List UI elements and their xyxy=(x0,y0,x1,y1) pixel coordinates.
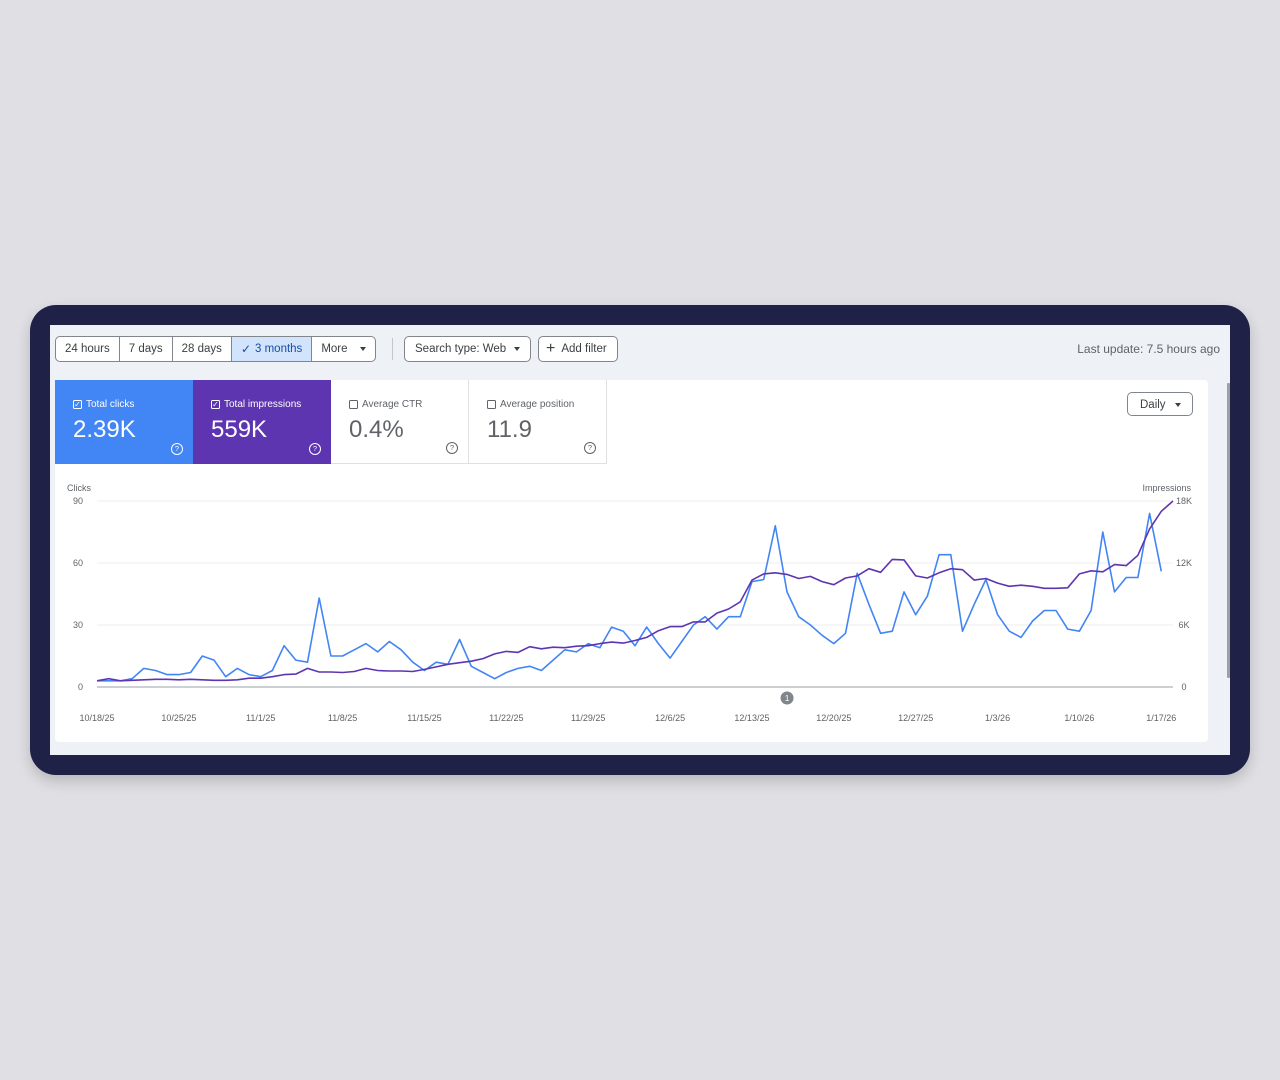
range-label: 28 days xyxy=(181,343,222,355)
checkbox-checked-icon[interactable]: ✓ xyxy=(73,400,82,409)
average-position-label: Average position xyxy=(487,399,574,410)
performance-panel: 24 hours 7 days 28 days ✓ 3 months More … xyxy=(50,325,1230,755)
vertical-scrollbar[interactable] xyxy=(1227,383,1230,678)
y-right-tick-label: 18K xyxy=(1176,496,1192,506)
range-28-days-button[interactable]: 28 days xyxy=(173,337,232,361)
impressions-series-line xyxy=(96,500,1174,682)
total-clicks-label: ✓ Total clicks xyxy=(73,399,134,410)
help-icon[interactable]: ? xyxy=(446,442,458,454)
average-ctr-card[interactable]: Average CTR 0.4% ? xyxy=(331,380,469,464)
x-tick-label: 1/10/26 xyxy=(1064,713,1094,723)
x-tick-label: 1/17/26 xyxy=(1146,713,1176,723)
x-tick-label: 1/3/26 xyxy=(985,713,1010,723)
plus-icon: + xyxy=(546,340,556,357)
y-right-tick-label: 6K xyxy=(1178,620,1189,630)
y-left-tick-label: 60 xyxy=(73,558,83,568)
add-filter-button[interactable]: + Add filter xyxy=(538,336,618,362)
x-tick-label: 12/27/25 xyxy=(898,713,933,723)
toolbar-divider xyxy=(392,338,393,360)
range-24-hours-button[interactable]: 24 hours xyxy=(56,337,120,361)
metric-label-text: Total impressions xyxy=(224,399,302,410)
last-update-text: Last update: 7.5 hours ago xyxy=(1077,342,1220,356)
x-tick-label: 12/6/25 xyxy=(655,713,685,723)
checkbox-unchecked-icon[interactable] xyxy=(349,400,358,409)
dropdown-arrow-icon xyxy=(359,347,366,351)
x-tick-label: 11/22/25 xyxy=(489,713,523,723)
metric-label-text: Total clicks xyxy=(86,399,135,410)
annotation-marker[interactable]: 1 xyxy=(780,691,794,705)
checkbox-checked-icon[interactable]: ✓ xyxy=(211,400,220,409)
dropdown-arrow-icon xyxy=(1175,403,1181,407)
metric-label-text: Average position xyxy=(500,399,575,410)
dropdown-arrow-icon xyxy=(514,347,521,351)
y-right-tick-label: 12K xyxy=(1176,558,1192,568)
more-ranges-button[interactable]: More xyxy=(312,337,374,361)
x-tick-label: 11/1/25 xyxy=(246,713,275,723)
y-left-tick-label: 0 xyxy=(78,682,83,692)
x-tick-label: 12/13/25 xyxy=(734,713,769,723)
range-label: 7 days xyxy=(128,343,163,355)
range-label: 24 hours xyxy=(65,343,110,355)
date-range-selector: 24 hours 7 days 28 days ✓ 3 months More xyxy=(55,336,376,362)
add-filter-label: Add filter xyxy=(561,343,607,355)
range-3-months-button[interactable]: ✓ 3 months xyxy=(231,337,313,361)
device-frame: 24 hours 7 days 28 days ✓ 3 months More … xyxy=(30,305,1250,775)
chart-series xyxy=(96,500,1174,682)
granularity-label: Daily xyxy=(1140,399,1166,411)
total-impressions-card[interactable]: ✓ Total impressions 559K ? xyxy=(193,380,331,464)
total-clicks-value: 2.39K xyxy=(73,416,136,443)
x-tick-label: 10/25/25 xyxy=(161,713,196,723)
x-tick-label: 11/29/25 xyxy=(571,713,605,723)
checkbox-unchecked-icon[interactable] xyxy=(487,400,496,409)
total-impressions-label: ✓ Total impressions xyxy=(211,399,301,410)
help-icon[interactable]: ? xyxy=(309,443,321,455)
more-label: More xyxy=(321,343,348,355)
x-tick-label: 11/15/25 xyxy=(407,713,441,723)
chart-axes: Clicks Impressions 0 0 30 6K 60 12K 90 18K 10/18/2… xyxy=(67,483,1192,723)
granularity-dropdown[interactable]: Daily xyxy=(1127,392,1193,416)
average-ctr-label: Average CTR xyxy=(349,399,422,410)
x-tick-label: 11/8/25 xyxy=(328,713,357,723)
metric-label-text: Average CTR xyxy=(362,399,423,410)
total-impressions-value: 559K xyxy=(211,416,268,443)
clicks-impressions-line-chart: Clicks Impressions 0 0 30 6K 60 12K 90 18K 10/18/2… xyxy=(67,483,1192,723)
average-position-value: 11.9 xyxy=(487,416,532,443)
range-label: 3 months xyxy=(255,343,303,355)
performance-chart-card: ✓ Total clicks 2.39K ? ✓ Total impressio… xyxy=(55,380,1208,742)
average-ctr-value: 0.4% xyxy=(349,416,404,443)
y-right-tick-label: 0 xyxy=(1181,682,1186,692)
total-clicks-card[interactable]: ✓ Total clicks 2.39K ? xyxy=(55,380,193,464)
y-left-tick-label: 30 xyxy=(73,620,83,630)
annotation-marker-dot xyxy=(780,691,794,705)
x-tick-label: 12/20/25 xyxy=(816,713,851,723)
x-tick-label: 10/18/25 xyxy=(79,713,114,723)
average-position-card[interactable]: Average position 11.9 ? xyxy=(469,380,607,464)
y-left-axis-title: Clicks xyxy=(67,483,91,493)
help-icon[interactable]: ? xyxy=(584,442,596,454)
checkmark-icon: ✓ xyxy=(240,342,251,356)
date-filter-toolbar: 24 hours 7 days 28 days ✓ 3 months More … xyxy=(50,325,1230,375)
y-right-axis-title: Impressions xyxy=(1142,483,1191,493)
search-type-dropdown[interactable]: Search type: Web xyxy=(404,336,532,362)
y-left-tick-label: 90 xyxy=(73,496,83,506)
help-icon[interactable]: ? xyxy=(171,443,183,455)
search-type-label: Search type: Web xyxy=(415,343,507,355)
range-7-days-button[interactable]: 7 days xyxy=(120,337,173,361)
chart-gridlines xyxy=(97,500,1173,688)
clicks-series-line xyxy=(97,512,1163,682)
annotation-marker-label: 1 xyxy=(785,694,790,703)
